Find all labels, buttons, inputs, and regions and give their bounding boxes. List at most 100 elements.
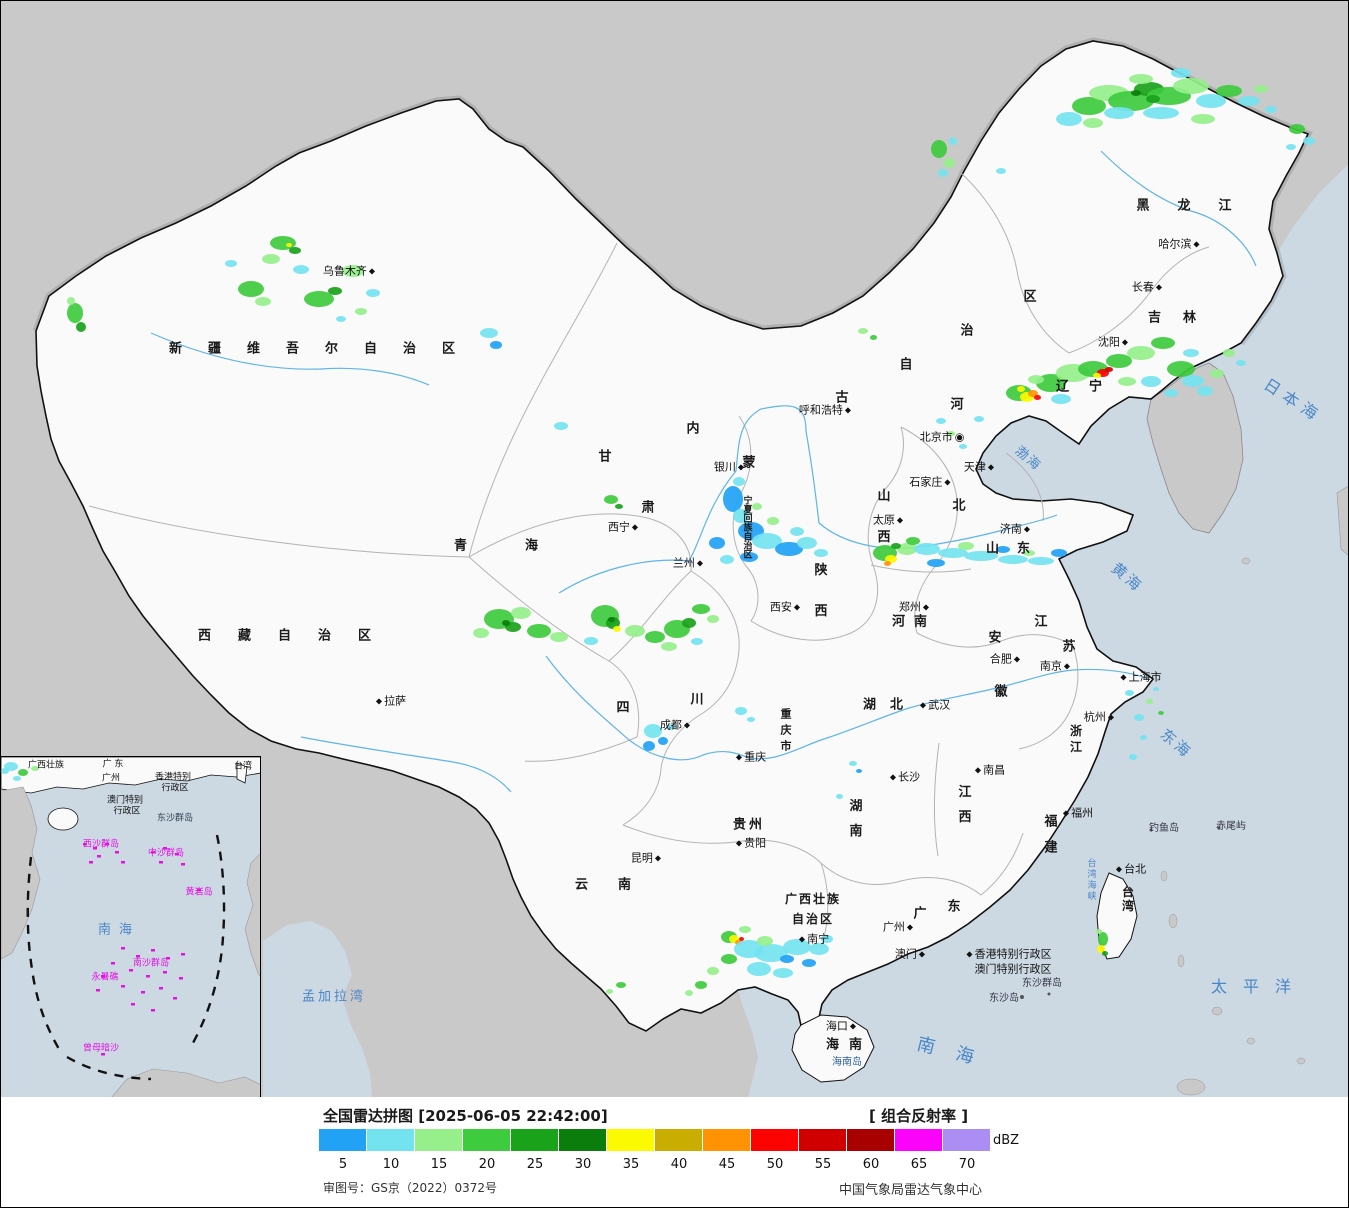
reef-dot xyxy=(93,847,97,850)
china-mainland xyxy=(35,40,1310,1042)
reef-dot xyxy=(163,847,167,850)
radar-echo xyxy=(18,768,28,776)
legend-value: 35 xyxy=(622,1157,640,1172)
reef-dot xyxy=(101,975,105,978)
legend-swatch-10 xyxy=(367,1129,414,1151)
inset-taiwan xyxy=(236,762,248,784)
legend-value: 70 xyxy=(958,1157,976,1172)
inset-label: 台湾 xyxy=(233,761,253,772)
reef-dot xyxy=(121,947,125,950)
reef-dot xyxy=(121,985,125,988)
reef-dot xyxy=(111,962,115,965)
reef-dot xyxy=(121,861,125,864)
radar-echo xyxy=(4,761,18,771)
legend-color-bar xyxy=(319,1129,991,1151)
inset-china-coast xyxy=(1,757,260,794)
legend-swatch-45 xyxy=(703,1129,750,1151)
legend-swatch-70 xyxy=(943,1129,990,1151)
legend-value-row: 5 10 15 20 25 30 35 40 45 50 55 60 65 70 xyxy=(319,1157,991,1172)
legend-value: 30 xyxy=(574,1157,592,1172)
inset-label: 行政区 xyxy=(113,806,141,817)
reef-dot xyxy=(163,971,167,974)
small-islands xyxy=(1160,557,1306,1096)
radar-echo xyxy=(31,765,39,771)
inset-label: 南沙群岛 xyxy=(132,958,170,969)
inset-label: 澳门特别 xyxy=(106,795,144,806)
inset-label: 南海 xyxy=(97,922,141,938)
reef-dot xyxy=(159,861,163,864)
legend-value: 60 xyxy=(862,1157,880,1172)
inset-label: 西沙群岛 xyxy=(82,839,120,850)
reef-dot xyxy=(136,955,140,958)
legend-panel: 全国雷达拼图 [2025-06-05 22:42:00] [ 组合反射率 ] 5… xyxy=(1,1097,1348,1207)
reef-dot xyxy=(197,889,201,892)
legend-swatch-20 xyxy=(463,1129,510,1151)
reef-dot xyxy=(151,1009,155,1012)
reef-dot xyxy=(141,991,145,994)
source-text: 中国气象局雷达气象中心 xyxy=(839,1183,983,1198)
legend-value: 20 xyxy=(478,1157,496,1172)
legend-value: 55 xyxy=(814,1157,832,1172)
inset-label: 东沙群岛 xyxy=(156,813,194,824)
reef-dot xyxy=(179,977,183,980)
reef-dot xyxy=(101,1053,105,1056)
legend-swatch-35 xyxy=(607,1129,654,1151)
legend-swatch-50 xyxy=(751,1129,798,1151)
reef-dot xyxy=(97,855,101,858)
reef-dot xyxy=(146,975,150,978)
inset-label: 黄岩岛 xyxy=(185,887,213,898)
legend-swatch-5 xyxy=(319,1129,366,1151)
reef-dot xyxy=(89,861,93,864)
sea-bay-of-bengal xyxy=(263,921,372,1097)
reef-dot xyxy=(105,843,109,846)
tiny-island-dots xyxy=(1020,826,1221,999)
legend-swatch-15 xyxy=(415,1129,462,1151)
reef-dot xyxy=(131,1003,135,1006)
legend-value: 45 xyxy=(718,1157,736,1172)
reef-dot xyxy=(115,851,119,854)
legend-swatch-40 xyxy=(655,1129,702,1151)
inset-label: 广州 xyxy=(101,773,121,784)
inset-philippines xyxy=(244,853,260,977)
reef-dot xyxy=(151,851,155,854)
inset-echo-layer xyxy=(1,757,260,1097)
legend-value: 10 xyxy=(382,1157,400,1172)
map-title: 全国雷达拼图 [2025-06-05 22:42:00] xyxy=(323,1107,608,1125)
inset-label: 广西壮族 xyxy=(27,760,65,771)
product-label: [ 组合反射率 ] xyxy=(869,1107,969,1125)
inset-label: 曾母暗沙 xyxy=(82,1043,120,1054)
province-boundaries xyxy=(88,172,1210,950)
legend-value: 40 xyxy=(670,1157,688,1172)
legend-unit-label: dBZ xyxy=(993,1133,1020,1148)
reef-dot xyxy=(175,853,179,856)
license-text: 审图号：GS京（2022）0372号 xyxy=(323,1181,497,1195)
south-china-sea-inset: 广西壮族广 东台湾 广州 香港特别 行政区 澳门特别 行政区 东沙群岛 西沙群岛 中沙群岛 黄岩岛… xyxy=(1,756,261,1097)
reef-dot xyxy=(129,969,133,972)
legend-swatch-65 xyxy=(895,1129,942,1151)
legend-value: 5 xyxy=(338,1157,348,1172)
legend-swatch-25 xyxy=(511,1129,558,1151)
hainan-island xyxy=(791,1014,875,1083)
inset-nine-dash-line xyxy=(26,834,226,1081)
inset-label: 香港特别 xyxy=(154,772,192,783)
inset-label: 中沙群岛 xyxy=(147,848,185,859)
inset-label-layer: 广西壮族广 东台湾 广州 香港特别 行政区 澳门特别 行政区 东沙群岛 西沙群岛 中沙群岛 黄岩岛… xyxy=(1,757,260,1097)
rivers xyxy=(150,150,1257,793)
legend-value: 50 xyxy=(766,1157,784,1172)
inset-island-dots xyxy=(83,843,201,1056)
radar-echo xyxy=(1,768,9,774)
reef-dot xyxy=(159,987,163,990)
legend-swatch-30 xyxy=(559,1129,606,1151)
inset-label: 永暑礁 xyxy=(91,972,119,983)
korea-peninsula xyxy=(1146,362,1244,534)
reef-dot xyxy=(96,989,100,992)
legend-value: 65 xyxy=(910,1157,928,1172)
inset-hainan xyxy=(47,807,79,831)
legend-swatch-60 xyxy=(847,1129,894,1151)
japan-kyushu-sliver xyxy=(1336,485,1348,556)
inset-svg xyxy=(1,757,260,1097)
inset-label: 广 东 xyxy=(102,759,124,770)
radar-echo xyxy=(13,775,21,781)
reef-dot xyxy=(151,949,155,952)
